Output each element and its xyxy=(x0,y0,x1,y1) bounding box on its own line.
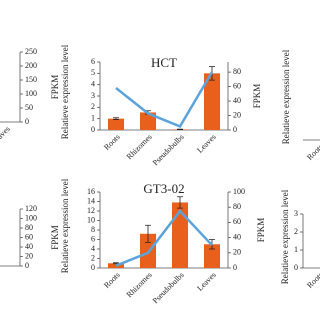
y-axis-label: Relatieve expression level xyxy=(60,178,70,273)
y-tick-label: 3 xyxy=(294,209,298,218)
y2-tick-label: 100 xyxy=(25,89,37,98)
y-tick-label: 1 xyxy=(91,113,95,122)
y2-tick-label: 60 xyxy=(233,217,241,226)
x-tick-label: Roots xyxy=(305,142,320,162)
y2-tick-label: 50 xyxy=(25,103,33,112)
y-tick-label: 3 xyxy=(91,91,95,100)
error-bar xyxy=(145,224,151,243)
y2-axis-label: FPKM xyxy=(252,84,262,109)
y-tick-label: 5 xyxy=(91,68,95,77)
x-tick-label: Rhizomes xyxy=(125,270,154,299)
y2-tick-label: 40 xyxy=(233,232,241,241)
y2-tick-label: 20 xyxy=(25,251,33,260)
y2-tick-label: 0 xyxy=(233,263,237,272)
y-tick-label: 4 xyxy=(91,244,95,253)
x-tick-label: Leaves xyxy=(195,132,217,154)
y-tick-label: 6 xyxy=(91,234,95,243)
y2-tick-label: 40 xyxy=(233,96,241,105)
x-tick-label: Leaves xyxy=(0,124,12,146)
y2-tick-label: 150 xyxy=(25,75,37,84)
chart-title: HCT xyxy=(151,55,177,70)
y2-tick-label: 80 xyxy=(233,202,241,211)
y2-tick-label: 20 xyxy=(233,248,241,257)
y2-tick-label: 120 xyxy=(25,204,37,213)
x-tick-label: Roots xyxy=(102,270,122,290)
bar xyxy=(108,118,124,130)
bar xyxy=(140,112,156,130)
y-tick-label: 12 xyxy=(87,206,95,215)
y-tick-label: 8 xyxy=(91,225,95,234)
y-tick-label: 2 xyxy=(91,102,95,111)
x-tick-label: Roots xyxy=(305,270,320,290)
y2-tick-label: 0 xyxy=(233,125,237,134)
y2-axis-label: FPKM xyxy=(256,218,266,243)
fpkm-line xyxy=(115,71,214,128)
y2-tick-label: 100 xyxy=(25,213,37,222)
error-bar xyxy=(177,196,183,209)
y-tick-label: 4 xyxy=(91,79,95,88)
y2-tick-label: 80 xyxy=(233,67,241,76)
y2-tick-label: 0 xyxy=(25,117,29,126)
y-axis-label: Relatieve expression level xyxy=(280,189,290,284)
bar xyxy=(204,73,220,130)
y2-tick-label: 20 xyxy=(233,110,241,119)
y2-tick-label: 100 xyxy=(233,187,245,196)
x-tick-label: Pseudobulbs xyxy=(151,270,186,305)
y-tick-label: 10 xyxy=(87,215,95,224)
y-tick-label: 16 xyxy=(87,187,95,196)
y2-tick-label: 60 xyxy=(25,232,33,241)
error-bar xyxy=(113,117,119,120)
fpkm-line xyxy=(115,209,213,267)
y2-tick-label: 0 xyxy=(25,261,29,270)
x-tick-label: Pseudobulbs xyxy=(151,132,186,167)
x-tick-label: Rhizomes xyxy=(125,132,154,161)
x-tick-label: Roots xyxy=(102,132,122,152)
y2-axis-label: FPKM xyxy=(50,225,60,250)
y-tick-label: 14 xyxy=(87,196,95,205)
y2-tick-label: 250 xyxy=(25,47,37,56)
y-tick-label: 0 xyxy=(91,263,95,272)
y2-tick-label: 60 xyxy=(233,81,241,90)
y-tick-label: 0 xyxy=(91,125,95,134)
y-tick-label: 2 xyxy=(91,253,95,262)
y-tick-label: 6 xyxy=(91,57,95,66)
y-tick-label: 2 xyxy=(294,227,298,236)
y-axis-label: Relatieve expression level xyxy=(60,44,70,139)
y2-tick-label: 40 xyxy=(25,242,33,251)
y-axis-label: Relatieve expression level xyxy=(281,49,291,144)
bar xyxy=(204,244,220,268)
bar xyxy=(172,202,188,268)
y-tick-label: 1 xyxy=(294,245,298,254)
y2-tick-label: 80 xyxy=(25,223,33,232)
y2-tick-label: 200 xyxy=(25,61,37,70)
x-tick-label: Leaves xyxy=(195,270,217,292)
chart-title: GT3-02 xyxy=(143,181,184,196)
y-tick-label: 0 xyxy=(294,263,298,272)
y2-axis-label: FPKM xyxy=(50,75,60,100)
